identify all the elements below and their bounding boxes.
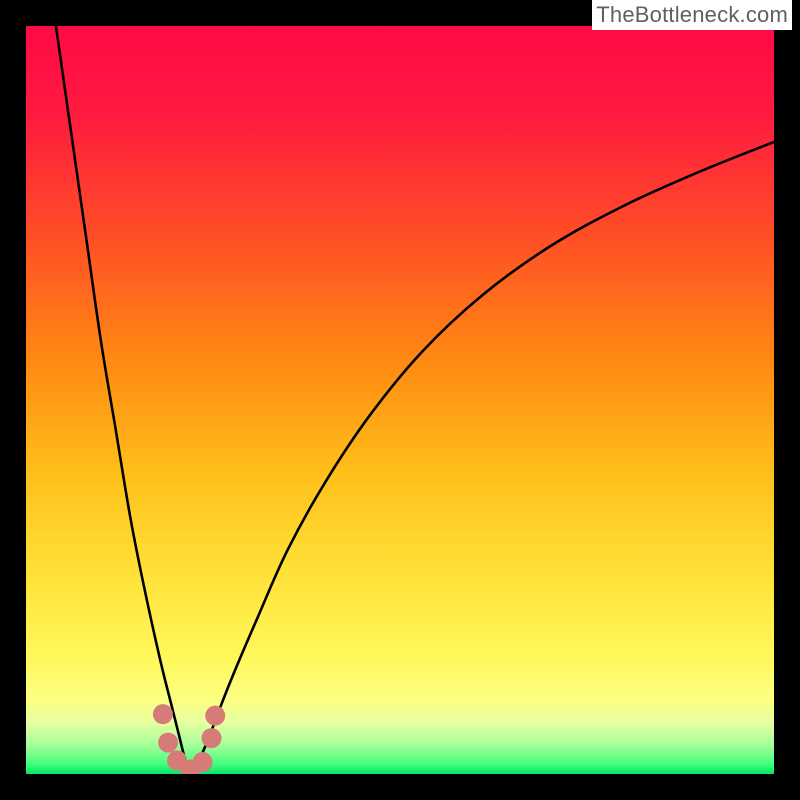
plot-area [26, 26, 774, 774]
watermark-label: TheBottleneck.com [592, 0, 792, 30]
data-marker [205, 706, 225, 726]
data-marker [193, 752, 213, 772]
curve-overlay [26, 26, 774, 774]
data-marker [158, 733, 178, 753]
chart-container: TheBottleneck.com [0, 0, 800, 800]
data-marker [202, 728, 222, 748]
bottleneck-curve [56, 26, 774, 774]
data-marker [153, 704, 173, 724]
